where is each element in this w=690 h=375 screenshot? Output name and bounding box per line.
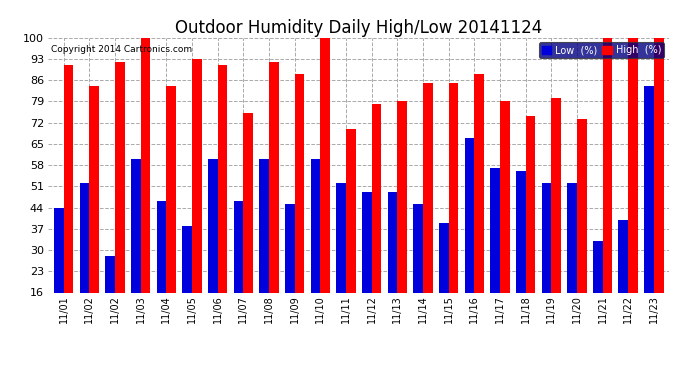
Bar (157, 201, 166, 292)
Bar (567, 183, 577, 292)
Bar (79, 183, 90, 292)
Bar (516, 171, 526, 292)
Bar (618, 220, 628, 292)
Bar (310, 159, 320, 292)
Title: Outdoor Humidity Daily High/Low 20141124: Outdoor Humidity Daily High/Low 20141124 (175, 20, 542, 38)
Bar (192, 59, 201, 292)
Bar (628, 38, 638, 292)
Bar (644, 86, 654, 292)
Bar (551, 98, 561, 292)
Bar (320, 38, 330, 292)
Bar (388, 192, 397, 292)
Bar (54, 207, 63, 292)
Bar (372, 104, 382, 292)
Bar (423, 83, 433, 292)
Bar (336, 183, 346, 292)
Bar (464, 138, 474, 292)
Bar (295, 74, 304, 292)
Bar (269, 62, 279, 292)
Bar (490, 168, 500, 292)
Text: Copyright 2014 Cartronics.com: Copyright 2014 Cartronics.com (51, 45, 193, 54)
Bar (654, 38, 664, 292)
Bar (131, 159, 141, 292)
Bar (63, 65, 73, 292)
Bar (397, 101, 407, 292)
Bar (577, 120, 586, 292)
Bar (106, 256, 115, 292)
Bar (500, 101, 510, 292)
Bar (208, 159, 217, 292)
Bar (602, 38, 612, 292)
Bar (474, 74, 484, 292)
Bar (593, 241, 602, 292)
Legend: Low  (%), High  (%): Low (%), High (%) (539, 42, 664, 58)
Bar (542, 183, 551, 292)
Bar (166, 86, 176, 292)
Bar (285, 204, 295, 292)
Bar (413, 204, 423, 292)
Bar (362, 192, 372, 292)
Bar (244, 113, 253, 292)
Bar (90, 86, 99, 292)
Bar (346, 129, 356, 292)
Bar (115, 62, 125, 292)
Bar (141, 38, 150, 292)
Bar (448, 83, 458, 292)
Bar (217, 65, 228, 292)
Bar (439, 223, 449, 292)
Bar (259, 159, 269, 292)
Bar (526, 116, 535, 292)
Bar (182, 226, 192, 292)
Bar (234, 201, 244, 292)
